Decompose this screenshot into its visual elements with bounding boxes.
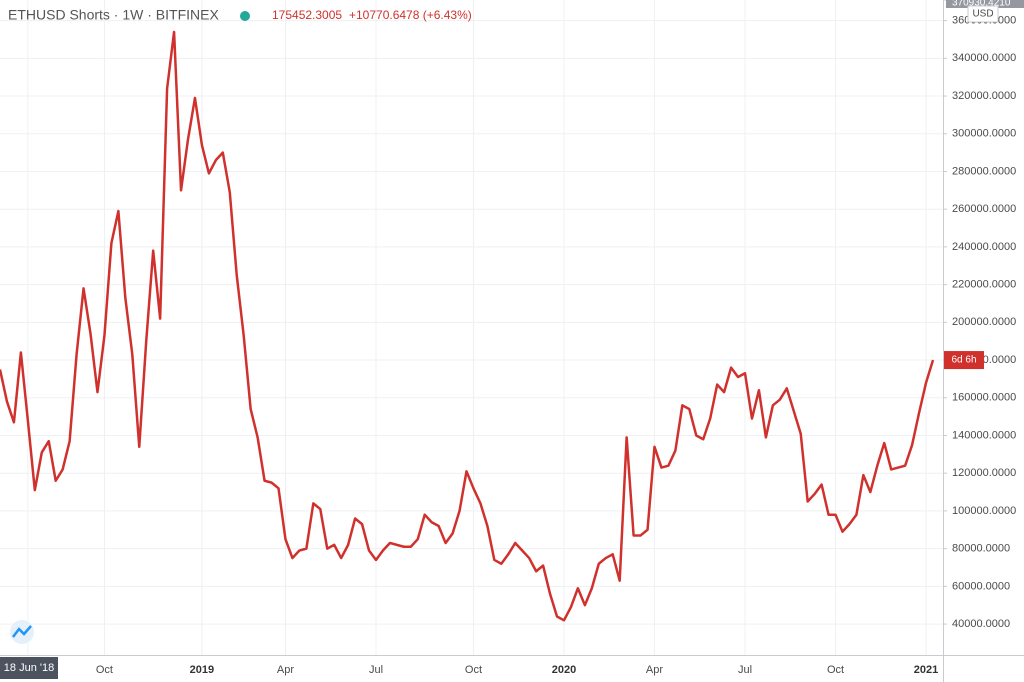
countdown-label: 6d 6h [951, 355, 976, 366]
x-tick-label: 18 Jun '18 [4, 662, 54, 674]
y-tick-label: 240000.0000 [952, 241, 1016, 253]
x-tick-label: 2021 [914, 664, 938, 676]
y-tick-label: 80000.0000 [952, 543, 1010, 555]
chart-title: ETHUSD Shorts · 1W · BITFINEX [8, 7, 219, 23]
y-tick-label: 220000.0000 [952, 279, 1016, 291]
y-tick-label: 370930.4210 [952, 0, 1011, 9]
last-price: 175452.3005 [272, 8, 342, 22]
x-tick-label: 2020 [552, 664, 576, 676]
price-line [0, 30, 935, 622]
x-tick-label: Jul [369, 664, 383, 676]
y-tick-label: 40000.0000 [952, 618, 1010, 630]
y-tick-label: 300000.0000 [952, 128, 1016, 140]
x-tick-label: Oct [465, 664, 482, 676]
countdown-badge [944, 351, 984, 370]
y-tick-label: 140000.0000 [952, 429, 1016, 441]
y-tick-label: 320000.0000 [952, 90, 1016, 102]
y-tick-label: 200000.0000 [952, 316, 1016, 328]
x-tick-label: Oct [827, 664, 844, 676]
y-tick-label: 160000.0000 [952, 392, 1016, 404]
price-change: +10770.6478 (+6.43%) [349, 8, 472, 22]
x-tick-label: Oct [96, 664, 113, 676]
y-tick-label: 280000.0000 [952, 165, 1016, 177]
x-tick-label: 2019 [190, 664, 214, 676]
currency-box [967, 5, 999, 23]
x-crosshair-box [0, 657, 58, 679]
y-tick-label: 100000.0000 [952, 505, 1016, 517]
x-tick-label: Jul [738, 664, 752, 676]
y-tick-label: 60000.0000 [952, 580, 1010, 592]
x-tick-label: Apr [277, 664, 294, 676]
x-tick-label: Apr [646, 664, 663, 676]
y-tick-label: 260000.0000 [952, 203, 1016, 215]
logo [10, 620, 34, 644]
y-tick-label: 340000.0000 [952, 52, 1016, 64]
currency-label: USD [972, 9, 993, 20]
status-dot [240, 11, 250, 21]
y-tick-label: 120000.0000 [952, 467, 1016, 479]
top-price-box [946, 0, 1024, 8]
